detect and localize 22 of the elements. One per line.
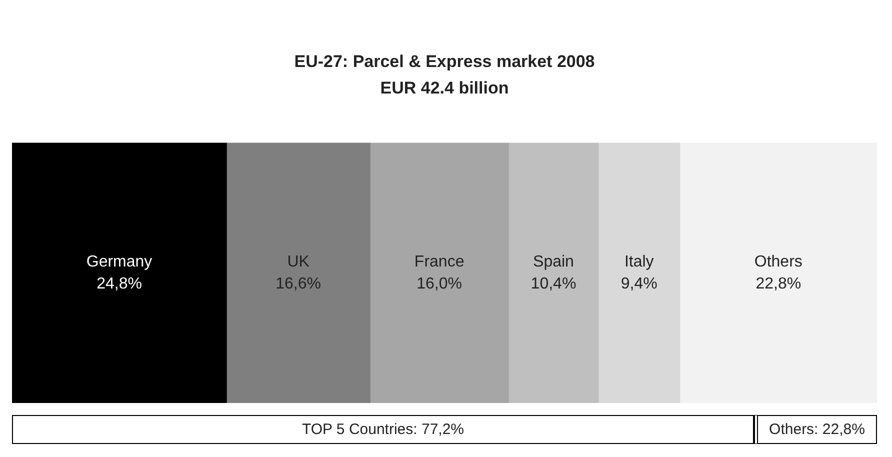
bar <box>598 142 680 403</box>
chart-title: EU-27: Parcel & Express market 2008 <box>294 52 595 71</box>
series-label: Italy <box>624 253 654 270</box>
bar <box>370 142 509 403</box>
bar <box>12 142 227 403</box>
data-label: 10,4% <box>530 275 576 292</box>
series-label: France <box>414 253 464 270</box>
data-label: 16,6% <box>276 275 322 292</box>
data-label: 24,8% <box>96 275 142 292</box>
data-label: 16,0% <box>416 275 462 292</box>
series-label: Spain <box>533 253 574 270</box>
series-label: Germany <box>86 253 152 270</box>
data-label: 22,8% <box>756 275 802 292</box>
bar <box>226 142 370 403</box>
series-label: Others <box>754 253 802 270</box>
series-label: UK <box>287 253 310 270</box>
bar <box>508 142 599 403</box>
text: Others: 22,8% <box>754 415 877 444</box>
bar <box>679 142 877 403</box>
text: TOP 5 Countries: 77,2% <box>12 415 754 444</box>
chart-subtitle: EUR 42.4 billion <box>380 78 509 98</box>
data-label: 9,4% <box>620 275 658 292</box>
